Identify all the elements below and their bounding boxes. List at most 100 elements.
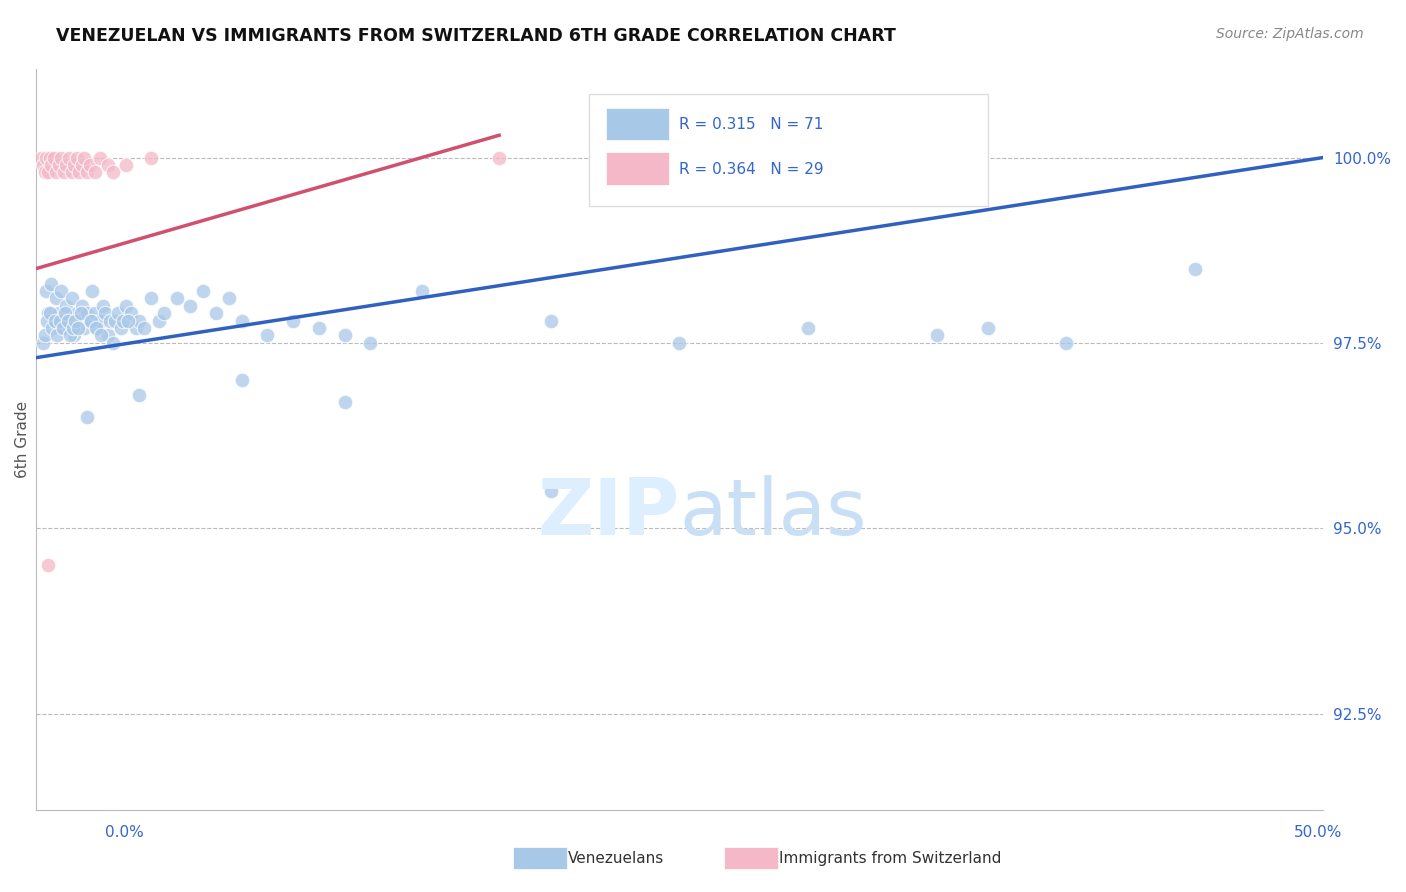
Point (82, 284, 104, 298)
Point (668, 335, 690, 350)
Point (63, 158, 86, 172)
Point (55, 299, 77, 313)
Point (32, 158, 55, 172)
Point (977, 321, 1000, 335)
Point (45, 165, 67, 179)
Point (141, 151, 163, 165)
Y-axis label: 6th Grade: 6th Grade (15, 401, 30, 478)
Point (34, 328, 56, 343)
Point (114, 158, 136, 172)
Text: 0.0%: 0.0% (105, 825, 145, 840)
Point (107, 306, 129, 320)
Text: atlas: atlas (679, 475, 868, 551)
Point (179, 299, 201, 313)
Point (540, 313, 562, 327)
Point (70, 299, 93, 313)
Text: 50.0%: 50.0% (1295, 825, 1343, 840)
Point (153, 306, 176, 320)
Point (83, 165, 105, 179)
Point (166, 292, 188, 306)
Point (90, 328, 112, 343)
Point (308, 321, 330, 335)
Point (1054, 335, 1077, 350)
Text: VENEZUELAN VS IMMIGRANTS FROM SWITZERLAND 6TH GRADE CORRELATION CHART: VENEZUELAN VS IMMIGRANTS FROM SWITZERLAN… (56, 27, 896, 45)
Point (69, 306, 91, 320)
Text: Immigrants from Switzerland: Immigrants from Switzerland (779, 851, 1001, 866)
Point (218, 292, 240, 306)
Point (128, 388, 150, 402)
Point (97, 328, 120, 343)
Point (51, 284, 73, 298)
Point (62, 321, 84, 335)
Point (73, 151, 96, 165)
Point (60, 165, 83, 179)
Point (52, 165, 75, 179)
Point (30, 151, 52, 165)
Text: Source: ZipAtlas.com: Source: ZipAtlas.com (1216, 27, 1364, 41)
Point (55, 158, 77, 172)
Point (333, 328, 356, 343)
Point (48, 306, 70, 320)
Point (411, 284, 433, 298)
Point (488, 151, 510, 165)
Point (256, 328, 278, 343)
Point (51, 151, 73, 165)
Point (125, 321, 148, 335)
Point (91, 299, 114, 313)
FancyBboxPatch shape (606, 108, 669, 140)
Point (98, 313, 121, 327)
Point (101, 335, 124, 350)
Point (231, 373, 253, 387)
FancyBboxPatch shape (513, 847, 567, 869)
Point (58, 313, 80, 327)
Point (38, 306, 60, 320)
Point (44, 313, 66, 327)
Point (205, 306, 228, 320)
Point (35, 284, 58, 298)
Point (35, 151, 58, 165)
Point (46, 328, 69, 343)
Point (114, 299, 136, 313)
Point (42, 151, 65, 165)
Point (89, 151, 111, 165)
Point (42, 313, 65, 327)
Point (34, 165, 56, 179)
Point (191, 284, 214, 298)
Point (120, 306, 142, 320)
Point (39, 277, 62, 291)
Point (141, 292, 163, 306)
Point (53, 306, 76, 320)
Point (73, 321, 96, 335)
Point (797, 321, 820, 335)
FancyBboxPatch shape (589, 95, 988, 206)
Point (1184, 261, 1206, 276)
Point (89, 313, 111, 327)
Point (65, 313, 87, 327)
Point (66, 306, 89, 320)
Point (80, 313, 103, 327)
Point (39, 158, 62, 172)
Point (79, 313, 101, 327)
Point (540, 484, 562, 499)
Point (66, 151, 89, 165)
Point (76, 410, 98, 425)
Point (37, 165, 59, 179)
Text: ZIP: ZIP (537, 475, 679, 551)
Point (60, 292, 83, 306)
Text: Venezuelans: Venezuelans (568, 851, 664, 866)
Point (38, 151, 60, 165)
Point (83, 306, 105, 320)
Point (94, 306, 117, 320)
Point (128, 313, 150, 327)
Point (86, 321, 108, 335)
Point (333, 395, 356, 409)
Point (49, 313, 72, 327)
Point (281, 313, 304, 327)
Point (132, 321, 155, 335)
Point (79, 158, 101, 172)
Point (52, 321, 75, 335)
Point (76, 306, 98, 320)
Text: R = 0.315   N = 71: R = 0.315 N = 71 (679, 118, 824, 132)
Point (59, 328, 82, 343)
Point (37, 558, 59, 573)
